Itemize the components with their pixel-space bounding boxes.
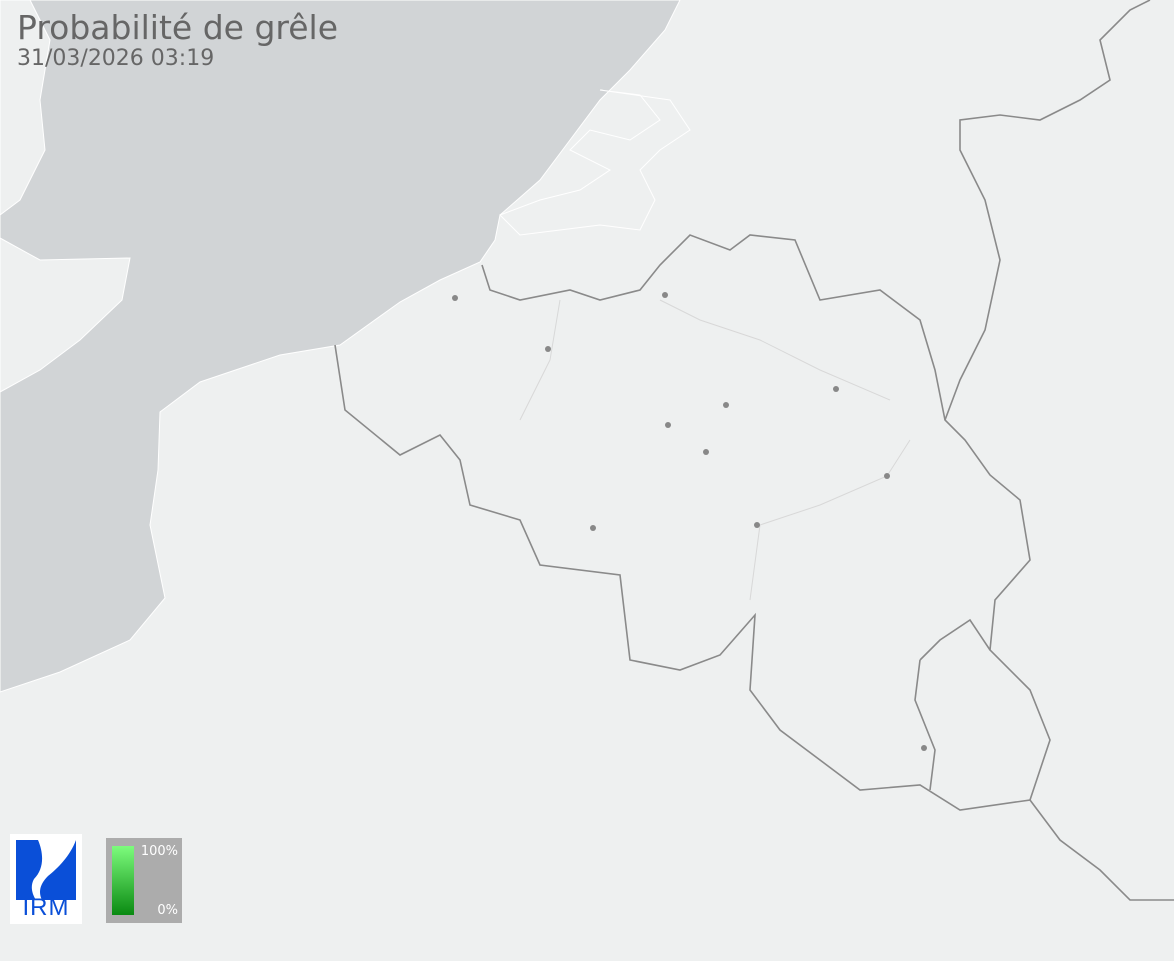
city-marker — [723, 402, 729, 408]
logo-text: IRM — [22, 894, 70, 921]
germany-border — [944, 0, 1174, 901]
map-timestamp: 31/03/2026 03:19 — [17, 46, 215, 71]
rivers — [519, 299, 911, 601]
city-marker — [703, 449, 709, 455]
probability-legend: 100% 0% — [106, 838, 182, 923]
city-marker — [884, 473, 890, 479]
city-marker — [833, 386, 839, 392]
legend-color-bar — [112, 846, 134, 915]
irm-logo-mark — [16, 840, 76, 900]
city-marker — [452, 295, 458, 301]
city-marker — [545, 346, 551, 352]
legend-max-label: 100% — [140, 844, 178, 859]
zeeland-islands — [499, 89, 691, 236]
city-marker — [662, 292, 668, 298]
city-marker — [665, 422, 671, 428]
irm-logo: IRM — [10, 834, 82, 924]
legend-min-label: 0% — [157, 903, 178, 918]
england-land — [0, 237, 131, 393]
city-marker — [590, 525, 596, 531]
map-title: Probabilité de grêle — [17, 8, 339, 47]
england-land-north — [0, 0, 51, 216]
luxembourg-border — [914, 618, 991, 791]
city-marker — [754, 522, 760, 528]
sea — [0, 0, 681, 693]
city-marker — [921, 745, 927, 751]
belgium-border — [334, 234, 1051, 811]
city-markers — [452, 292, 927, 751]
